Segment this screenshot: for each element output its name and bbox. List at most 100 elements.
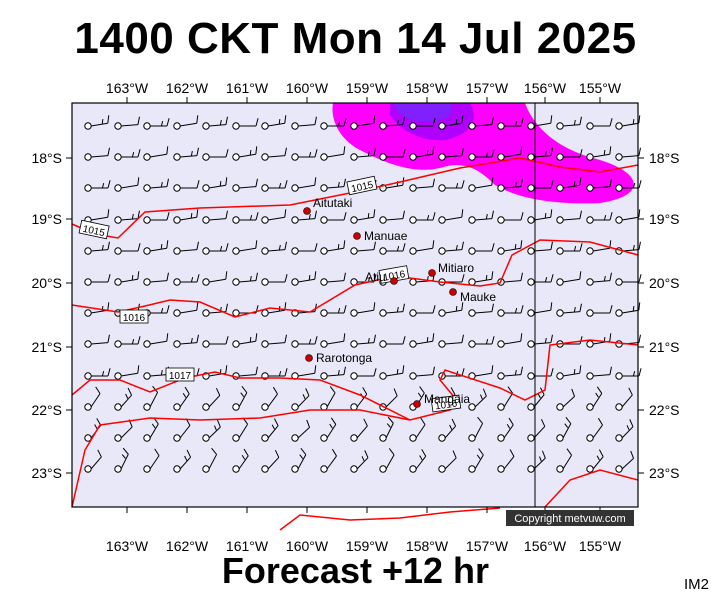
wind-barb [143, 448, 160, 473]
isobar-1017-bottom [279, 507, 501, 531]
wind-barb [527, 418, 546, 442]
wind-barb [114, 419, 133, 442]
lat-label-right: 23°S [649, 465, 680, 481]
map-frame [71, 102, 639, 508]
wind-barb [556, 448, 572, 473]
town-rarotonga: Rarotonga [305, 351, 372, 365]
places: Aitutaki Manuae Atiu Mitiaro Mauke Rarotonga M… [303, 196, 496, 408]
wind-barb [468, 116, 494, 130]
lon-label-bottom: 162°W [166, 538, 209, 554]
wind-barb [84, 274, 111, 286]
town-mauke: Mauke [449, 288, 496, 304]
wind-barb [527, 334, 553, 348]
isobar-1016-south [71, 409, 411, 508]
isobar-label: 1016 [430, 394, 462, 412]
svg-text:Mangaia: Mangaia [424, 392, 470, 406]
wind-barb [232, 240, 258, 255]
isobar-label: 1015 [346, 175, 378, 196]
wind-barb [527, 115, 553, 130]
town-atiu: Atiu [365, 270, 398, 285]
lat-label-right: 21°S [649, 339, 680, 355]
wind-barb [379, 303, 405, 317]
wind-barb [232, 386, 248, 411]
wind-barb [586, 178, 612, 192]
wind-barb [261, 180, 288, 192]
lat-label-right: 18°S [649, 150, 680, 166]
wind-barb [556, 271, 582, 286]
town-mangaia: Mangaia [413, 392, 470, 408]
wind-barb [409, 118, 436, 130]
wind-barb [173, 115, 199, 130]
wind-barb [173, 334, 199, 348]
wind-barb [173, 209, 199, 224]
wind-barb [438, 302, 464, 317]
wind-barb [468, 149, 495, 161]
wind-barb [173, 274, 200, 286]
wind-barb [320, 240, 346, 255]
lon-label-bottom: 155°W [579, 538, 622, 554]
wind-barb [320, 448, 337, 473]
wind-barb [615, 368, 642, 380]
wind-barb [350, 334, 376, 348]
wind-barb [527, 302, 553, 317]
wind-barb [350, 368, 377, 380]
wind-barb [232, 272, 258, 286]
wind-barb [409, 417, 426, 442]
corner-code: IM2 [683, 576, 709, 593]
wind-barb [556, 365, 582, 380]
wind-barb [497, 366, 523, 380]
wind-barb [409, 240, 435, 255]
wind-barb [556, 210, 582, 224]
wind-barb [202, 177, 228, 192]
wind-barb [556, 116, 582, 130]
isobar-label: 1017 [165, 367, 195, 382]
lon-label-bottom: 158°W [406, 538, 449, 554]
wind-barb [409, 178, 435, 192]
lat-label-left: 23°S [31, 465, 62, 481]
wind-barb [409, 305, 436, 317]
wind-barb [497, 449, 515, 473]
wind-barb [173, 180, 200, 192]
wind-barb [586, 449, 604, 473]
wind-barb [527, 274, 554, 286]
wind-barb [261, 209, 287, 224]
wind-barb [615, 302, 641, 317]
wind-barb [497, 386, 513, 411]
wind-barb [291, 243, 318, 255]
wind-barb [291, 116, 317, 130]
wind-barb [379, 365, 405, 380]
svg-text:Aitutaki: Aitutaki [313, 196, 352, 210]
town-manuae: Manuae [353, 229, 408, 243]
wind-barb [527, 147, 553, 161]
wind-barb [527, 180, 554, 192]
wind-barb [379, 243, 406, 255]
wind-barb [350, 209, 376, 224]
wind-barb [261, 241, 287, 255]
wind-barb [291, 271, 317, 286]
town-mitiaro: Mitiaro [428, 261, 474, 277]
wind-barb [556, 149, 583, 161]
copyright-label: Copyright metvuw.com [514, 513, 625, 525]
lon-label-top: 163°W [106, 80, 149, 96]
wind-barb [202, 243, 229, 255]
wind-barb [291, 419, 311, 442]
wind-barb [527, 209, 553, 224]
wind-barb [556, 303, 582, 317]
wind-barb [84, 302, 110, 317]
isobar-1016-se [544, 469, 639, 508]
wind-barb [202, 271, 228, 286]
wind-barb [320, 333, 346, 348]
wind-barb [438, 334, 464, 348]
wind-barb [350, 241, 376, 255]
wind-barb [615, 147, 641, 161]
svg-text:Mitiaro: Mitiaro [438, 261, 474, 275]
wind-barb [586, 240, 612, 255]
lon-label-bottom: 156°W [524, 538, 567, 554]
wind-barb [261, 449, 280, 473]
wind-barb [84, 180, 111, 192]
wind-barb [556, 417, 572, 442]
wind-barb [84, 368, 111, 380]
wind-barb [379, 416, 394, 442]
wind-barb [84, 449, 102, 473]
wind-barb [202, 116, 228, 130]
